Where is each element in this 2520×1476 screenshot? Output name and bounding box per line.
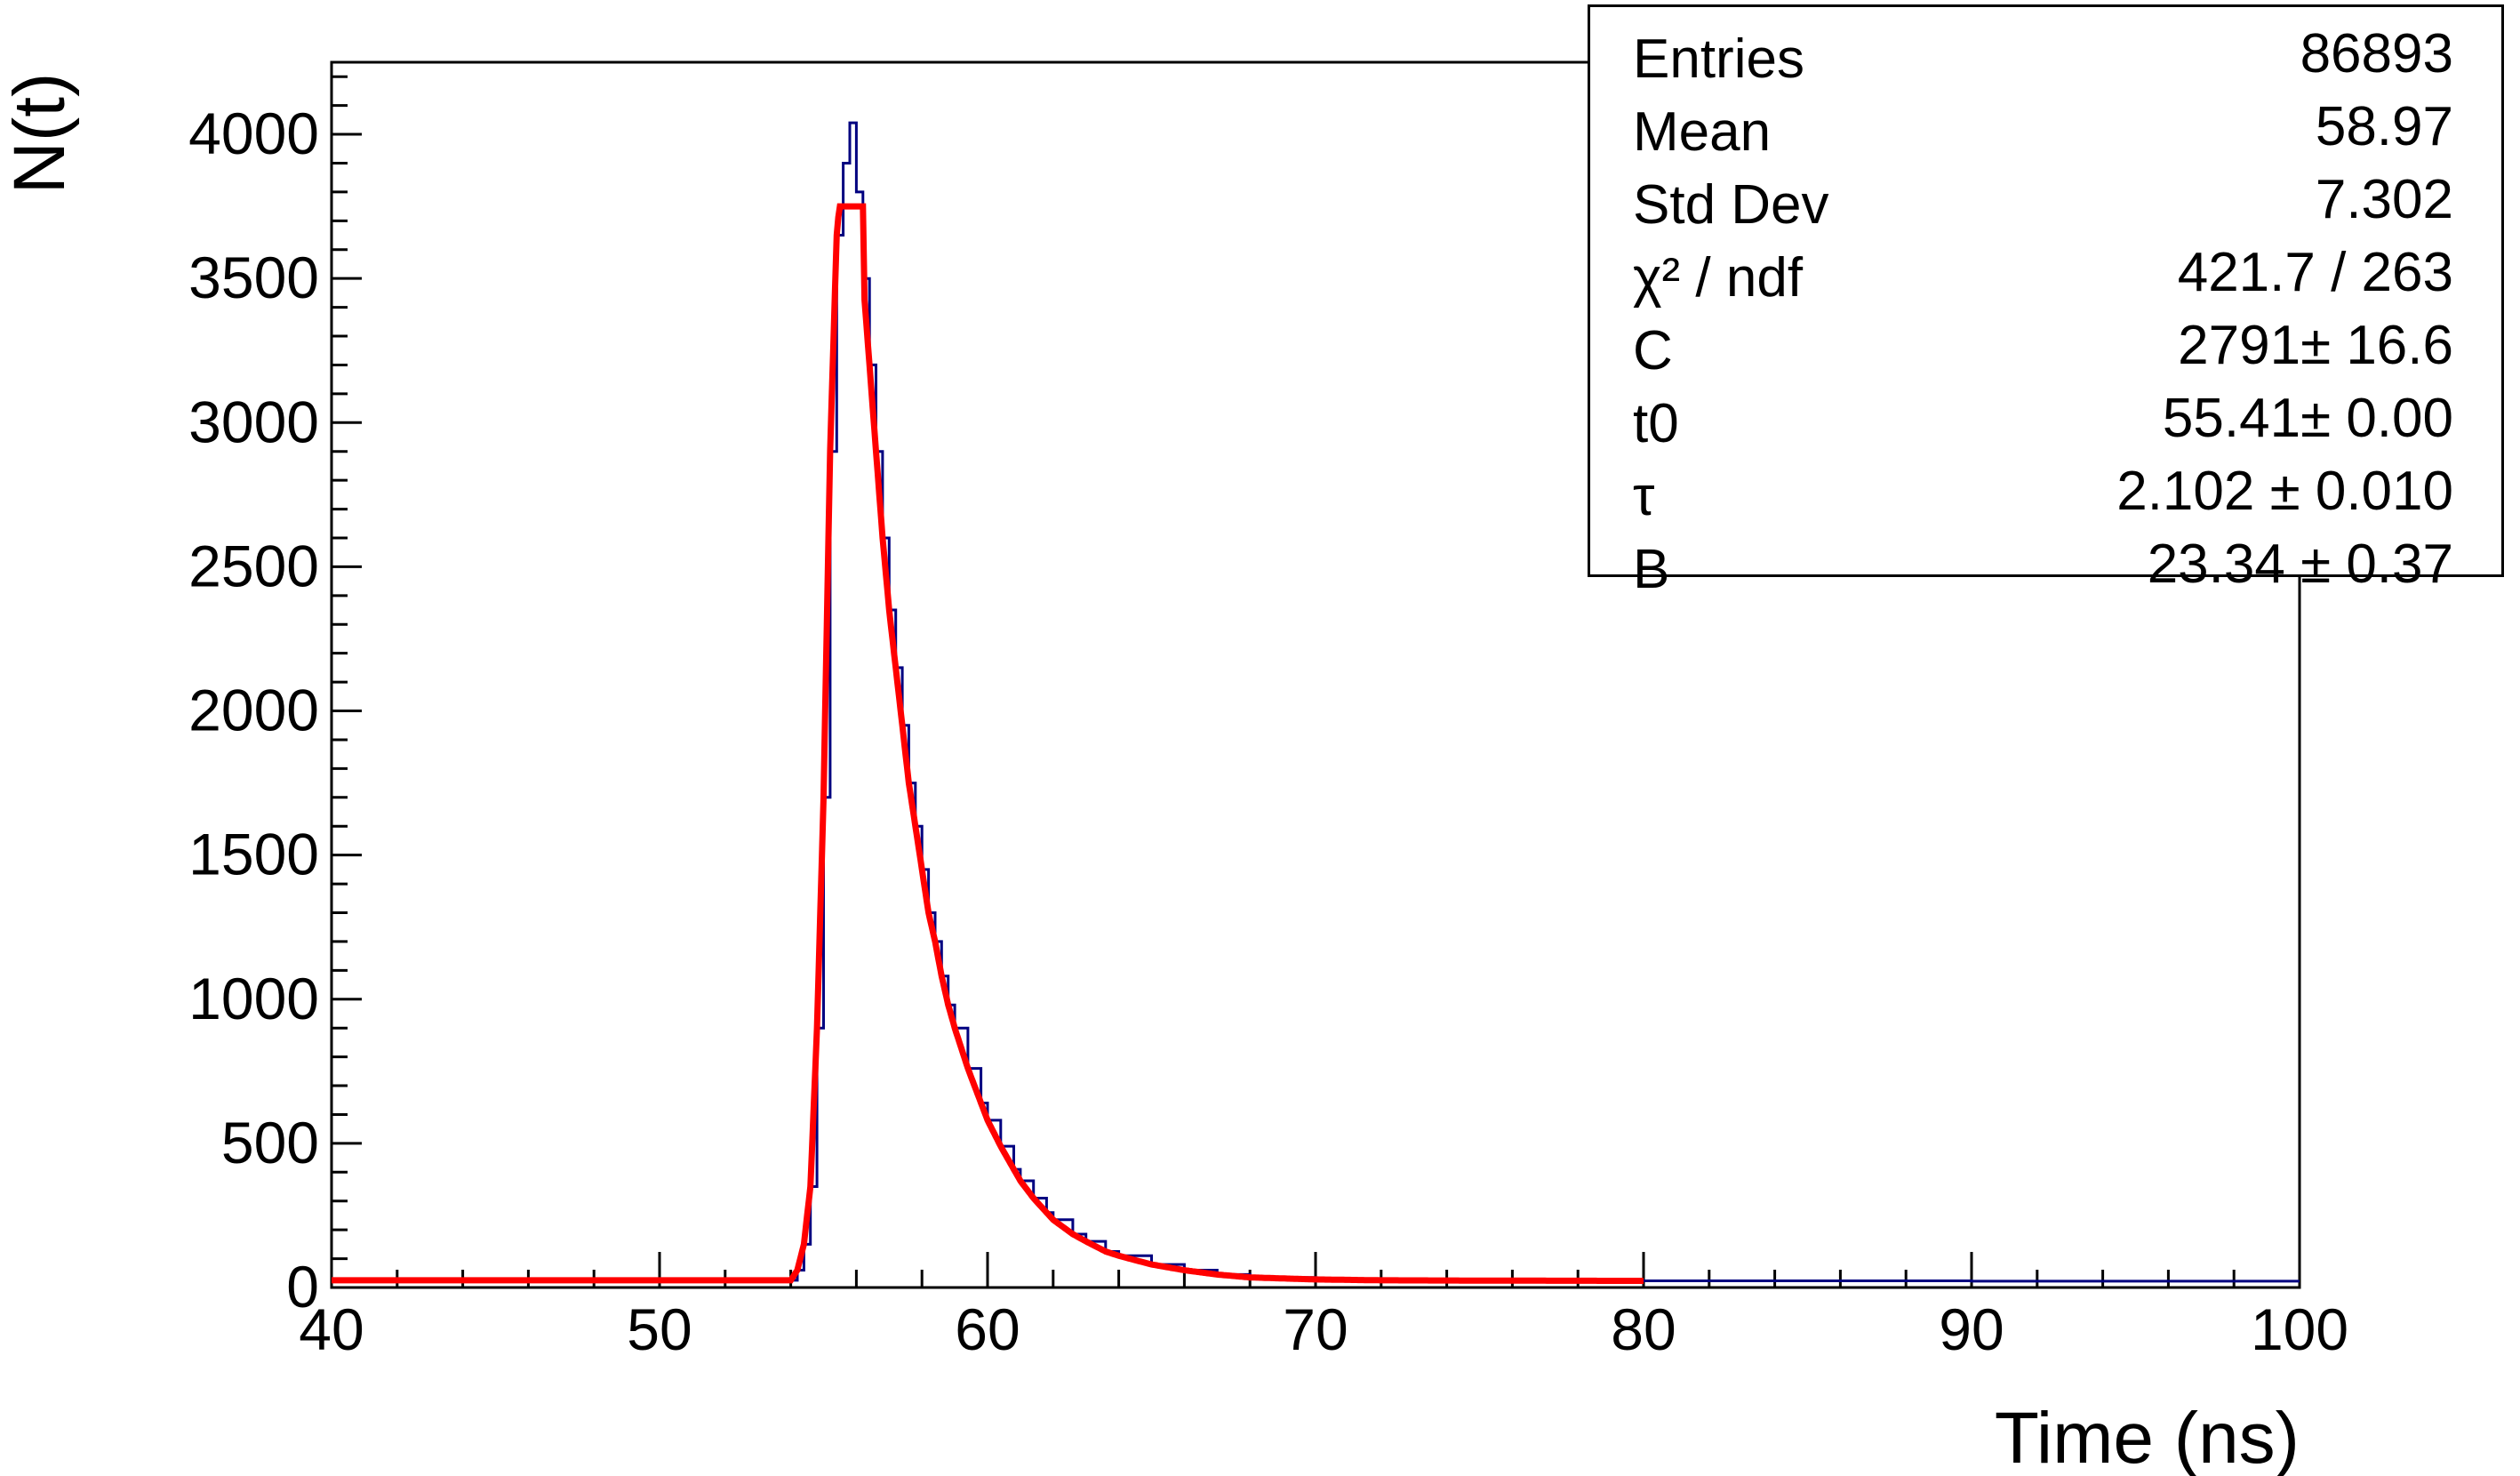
y-tick-label: 0 [286, 1254, 319, 1320]
stats-row: Std Dev 7.302 [1590, 172, 2501, 245]
fit-curve [332, 203, 1644, 1284]
stats-row: Entries 86893 [1590, 27, 2501, 100]
stats-row: Mean 58.97 [1590, 100, 2501, 172]
stats-label: t0 [1633, 393, 1679, 454]
stats-row: C 2791± 16.6 [1590, 318, 2501, 391]
x-tick-label: 100 [2251, 1296, 2348, 1362]
y-tick-label: 3500 [188, 245, 319, 310]
stats-value: 2791± 16.6 [2178, 315, 2453, 376]
stats-value: 421.7 / 263 [2177, 242, 2453, 303]
x-tick-label: 70 [1283, 1296, 1348, 1362]
stats-label: Std Dev [1633, 174, 1829, 236]
y-tick-label: 1500 [188, 822, 319, 887]
stats-label: Mean [1633, 101, 1772, 163]
x-tick-label: 50 [627, 1296, 692, 1362]
x-tick-labels: 40 50 60 70 80 90 100 [299, 1296, 2348, 1362]
stats-row: t0 55.41± 0.00 [1590, 391, 2501, 464]
stats-value: 23.34 ± 0.37 [2147, 533, 2453, 595]
stats-value: 7.302 [2315, 169, 2453, 230]
x-tick-label: 60 [955, 1296, 1020, 1362]
stats-label: C [1633, 320, 1673, 381]
x-tick-label: 40 [299, 1296, 364, 1362]
y-axis-ticks [332, 75, 362, 1289]
stats-label: τ [1633, 466, 1655, 527]
y-tick-label: 3000 [188, 389, 319, 454]
y-tick-labels: 0 500 1000 1500 2000 2500 3000 3500 4000 [188, 100, 319, 1320]
stats-row: χ² / ndf 421.7 / 263 [1590, 245, 2501, 318]
stats-value: 55.41± 0.00 [2162, 388, 2453, 449]
x-axis-label: Time (ns) [1995, 1398, 2300, 1476]
y-tick-label: 2000 [188, 678, 319, 743]
y-tick-label: 4000 [188, 100, 319, 166]
y-axis-label: N(t) [0, 73, 80, 195]
stats-box: Entries 86893 Mean 58.97 Std Dev 7.302 χ² / nd… [1588, 4, 2504, 598]
y-tick-label: 500 [221, 1110, 319, 1175]
x-tick-label: 80 [1611, 1296, 1676, 1362]
stats-label: B [1633, 539, 1670, 600]
y-tick-label: 1000 [188, 966, 319, 1031]
y-tick-label: 2500 [188, 533, 319, 598]
stats-row: B 23.34 ± 0.37 [1590, 537, 2501, 610]
stats-row: τ 2.102 ± 0.010 [1590, 464, 2501, 537]
stats-value: 58.97 [2315, 96, 2453, 157]
stats-label: Entries [1633, 28, 1804, 90]
stats-label: χ² / ndf [1633, 247, 1804, 309]
stats-value: 86893 [2300, 23, 2453, 84]
x-tick-label: 90 [1939, 1296, 2004, 1362]
stats-value: 2.102 ± 0.010 [2116, 461, 2453, 522]
